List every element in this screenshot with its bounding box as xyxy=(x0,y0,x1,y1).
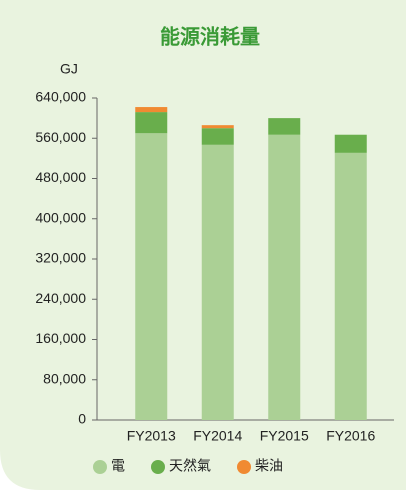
legend-label: 天然氣 xyxy=(169,458,211,474)
y-axis-label: GJ xyxy=(60,61,78,77)
bar-segment xyxy=(334,152,367,420)
chart-title: 能源消耗量 xyxy=(160,24,260,48)
bar-segment xyxy=(135,107,168,113)
bar-segment xyxy=(135,133,168,420)
legend-swatch xyxy=(151,460,165,474)
x-tick-label: FY2016 xyxy=(326,428,375,444)
y-tick-label: 560,000 xyxy=(35,129,86,145)
bar-segment xyxy=(135,112,168,134)
y-tick-label: 0 xyxy=(78,411,86,427)
y-tick-label: 240,000 xyxy=(35,290,86,306)
bar-segment xyxy=(201,144,234,420)
legend-label: 柴油 xyxy=(255,458,283,474)
y-tick-label: 480,000 xyxy=(35,169,86,185)
y-tick-label: 640,000 xyxy=(35,89,86,105)
bar-segment xyxy=(268,134,301,420)
x-tick-label: FY2015 xyxy=(260,428,309,444)
x-tick-label: FY2014 xyxy=(193,428,242,444)
y-tick-label: 320,000 xyxy=(35,250,86,266)
y-tick-label: 160,000 xyxy=(35,330,86,346)
legend-label: 電 xyxy=(111,458,125,474)
x-tick-label: FY2013 xyxy=(127,428,176,444)
bar-segment xyxy=(201,125,234,129)
y-tick-label: 80,000 xyxy=(43,370,86,386)
bar-segment xyxy=(268,118,301,135)
y-tick-label: 400,000 xyxy=(35,209,86,225)
legend-swatch xyxy=(93,460,107,474)
legend-swatch xyxy=(237,460,251,474)
bar-segment xyxy=(334,134,367,153)
bar-segment xyxy=(201,128,234,145)
